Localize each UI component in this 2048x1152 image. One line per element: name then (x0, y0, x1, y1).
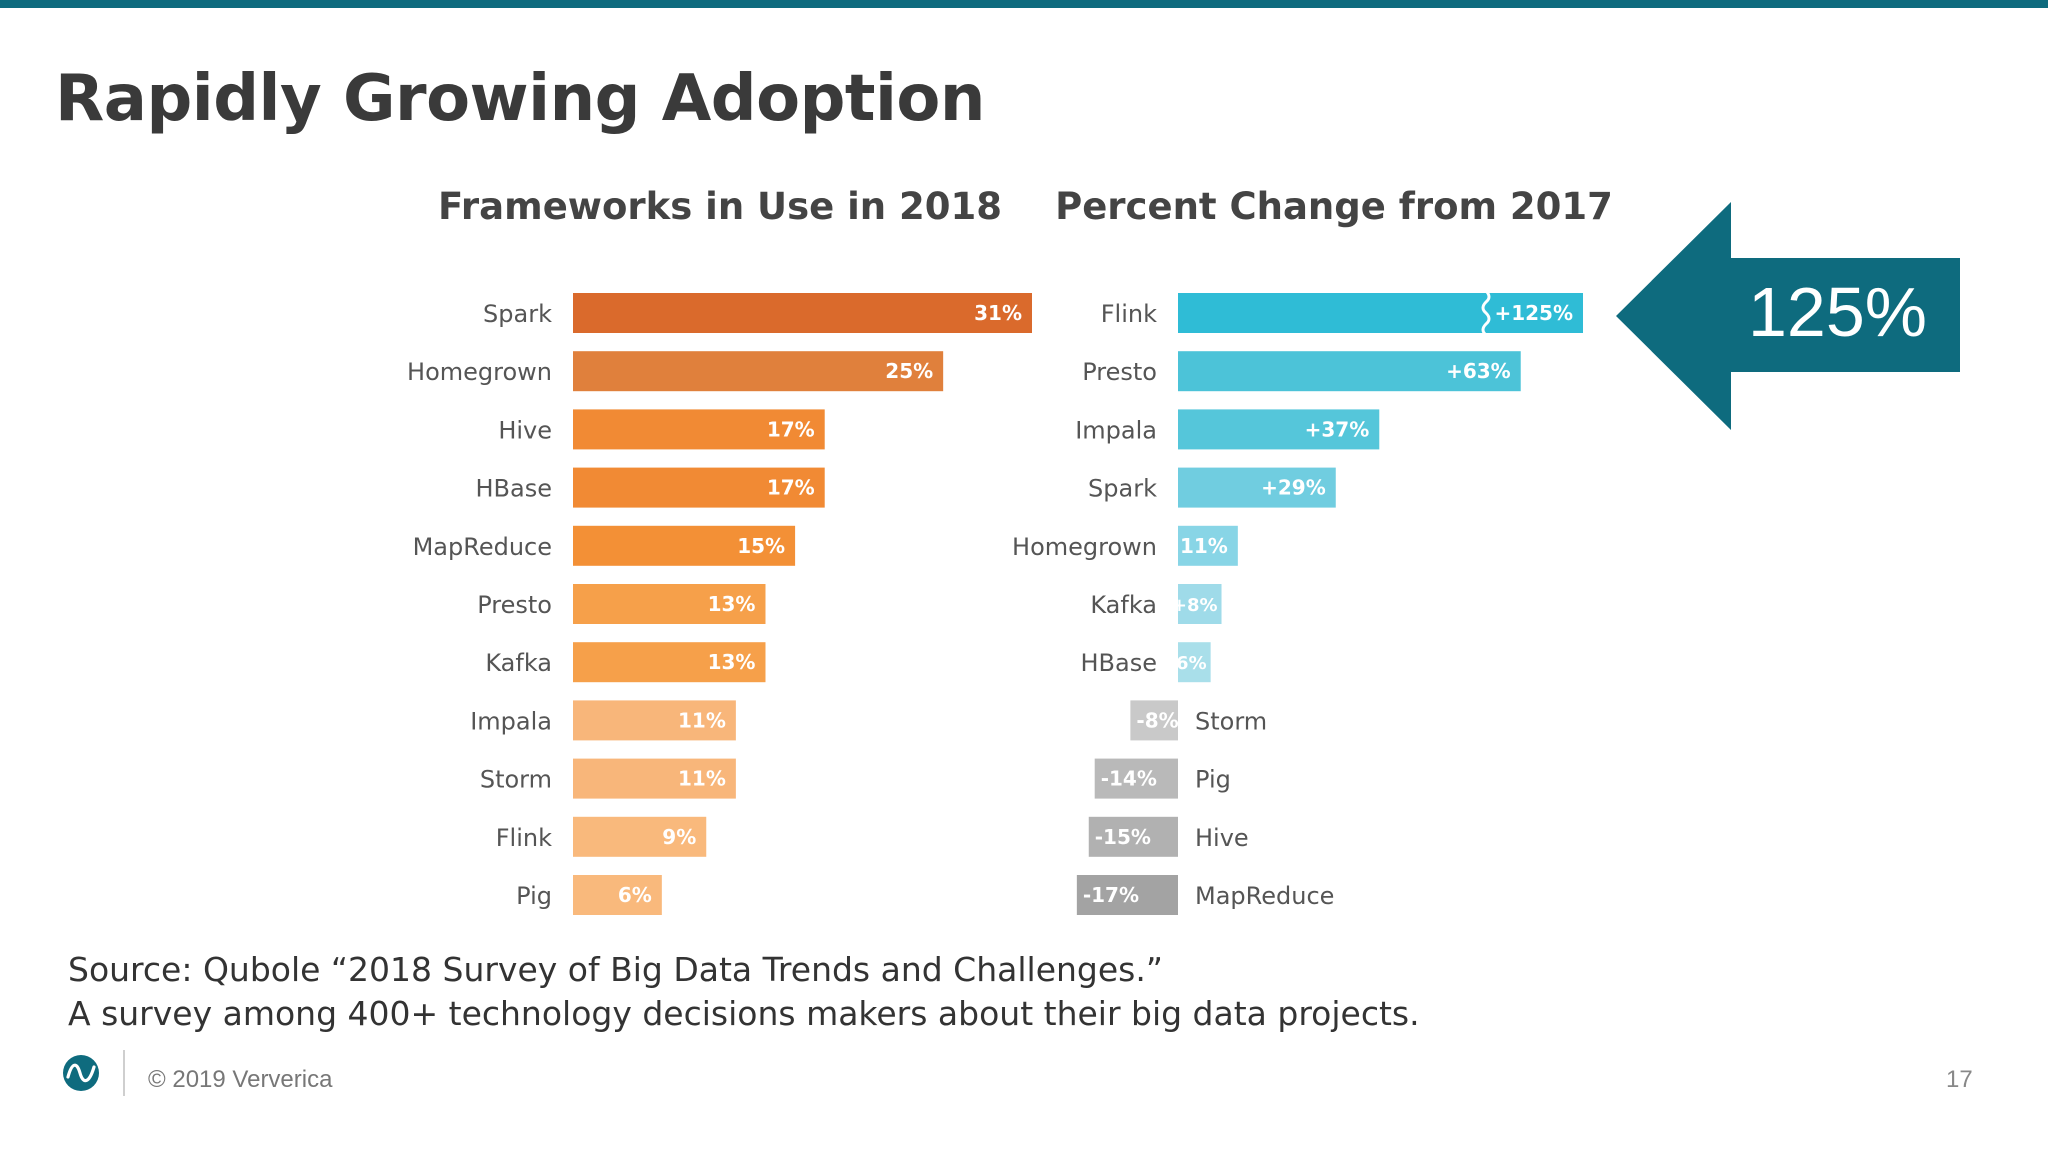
bar-mapreduce (573, 525, 796, 566)
category-label-homegrown: Homegrown (1012, 533, 1157, 561)
value-label-impala: +37% (1305, 417, 1370, 441)
category-label-impala: Impala (1075, 416, 1157, 444)
value-label-kafka: 13% (708, 650, 756, 674)
value-label-hbase: +6% (1161, 653, 1207, 674)
value-label-mapreduce: -17% (1083, 883, 1139, 907)
source-line-1: Source: Qubole “2018 Survey of Big Data … (68, 950, 1163, 989)
bar-kafka (1178, 584, 1222, 624)
bar-hive (1088, 816, 1178, 857)
bar-presto (1178, 351, 1521, 392)
bar-spark (573, 293, 1032, 333)
bar-homegrown (573, 351, 944, 392)
category-label-hive: Hive (498, 416, 552, 444)
chart-title-percent-change: Percent Change from 2017 (1055, 185, 1613, 228)
bar-flink (1178, 293, 1583, 333)
category-label-storm: Storm (1195, 707, 1267, 735)
category-label-mapreduce: MapReduce (413, 533, 552, 561)
category-label-flink: Flink (496, 824, 552, 852)
value-label-pig: -14% (1101, 767, 1157, 791)
category-label-spark: Spark (483, 300, 552, 328)
category-label-presto: Presto (477, 591, 552, 619)
frameworks-bar-chart: Spark 31% Homegrown 25% Hive 17% HBase 17% MapRe… (407, 293, 1032, 915)
category-label-spark: Spark (1088, 475, 1157, 503)
category-label-storm: Storm (480, 766, 552, 794)
value-label-presto: +63% (1446, 359, 1511, 383)
category-label-mapreduce: MapReduce (1195, 882, 1334, 910)
value-label-flink: 9% (662, 825, 696, 849)
category-label-pig: Pig (1195, 766, 1231, 794)
source-line-2: A survey among 400+ technology decisions… (68, 994, 1420, 1033)
bar-hive (573, 409, 825, 450)
value-label-presto: 13% (708, 592, 756, 616)
category-label-kafka: Kafka (1090, 591, 1157, 619)
value-label-pig: 6% (618, 883, 652, 907)
axis-break-icon (1481, 289, 1491, 337)
percent-change-bar-chart: Flink +125% Presto +63% Impala +37% Spark +29% H… (1012, 289, 1583, 915)
category-label-homegrown: Homegrown (407, 358, 552, 386)
bar-presto (573, 584, 766, 624)
top-accent-band (0, 0, 2048, 8)
bar-impala (1178, 409, 1380, 450)
bar-storm (1130, 700, 1178, 741)
value-label-storm: -8% (1136, 708, 1178, 732)
callout-125-percent: 125% (1747, 273, 1928, 351)
category-label-flink: Flink (1101, 300, 1157, 328)
bar-spark (1178, 467, 1336, 508)
value-label-spark: 31% (974, 301, 1022, 325)
value-label-homegrown: 25% (885, 359, 933, 383)
category-label-presto: Presto (1082, 358, 1157, 386)
bar-pig (1094, 758, 1178, 799)
chart-title-frameworks: Frameworks in Use in 2018 (438, 185, 1002, 228)
value-label-hive: -15% (1095, 825, 1151, 849)
bar-impala (573, 700, 736, 741)
bar-hbase (573, 467, 825, 508)
left-arrow-icon (1616, 202, 1960, 430)
ververica-logo-icon (62, 1054, 100, 1092)
page-number: 17 (1946, 1066, 1973, 1093)
value-label-impala: 11% (678, 708, 726, 732)
category-label-pig: Pig (516, 882, 552, 910)
bar-mapreduce (1076, 875, 1178, 915)
value-label-mapreduce: 15% (737, 534, 785, 558)
value-label-kafka: +8% (1172, 595, 1218, 616)
footer-divider (123, 1050, 125, 1096)
bar-storm (573, 758, 736, 799)
bar-hbase (1178, 642, 1211, 683)
bar-pig (573, 875, 662, 915)
category-label-hbase: HBase (1081, 649, 1158, 677)
value-label-homegrown: +11% (1163, 534, 1228, 558)
category-label-kafka: Kafka (485, 649, 552, 677)
footer-copyright: © 2019 Ververica (148, 1066, 333, 1093)
slide-title: Rapidly Growing Adoption (55, 62, 985, 136)
bar-homegrown (1178, 525, 1238, 566)
value-label-hive: 17% (767, 417, 815, 441)
value-label-spark: +29% (1261, 476, 1326, 500)
value-label-flink: +125% (1494, 301, 1573, 325)
bar-kafka (573, 642, 766, 683)
category-label-impala: Impala (470, 707, 552, 735)
category-label-hive: Hive (1195, 824, 1249, 852)
category-label-hbase: HBase (476, 475, 553, 503)
value-label-hbase: 17% (767, 476, 815, 500)
bar-flink (573, 816, 707, 857)
source-citation: Source: Qubole “2018 Survey of Big Data … (68, 948, 1420, 1036)
value-label-storm: 11% (678, 767, 726, 791)
